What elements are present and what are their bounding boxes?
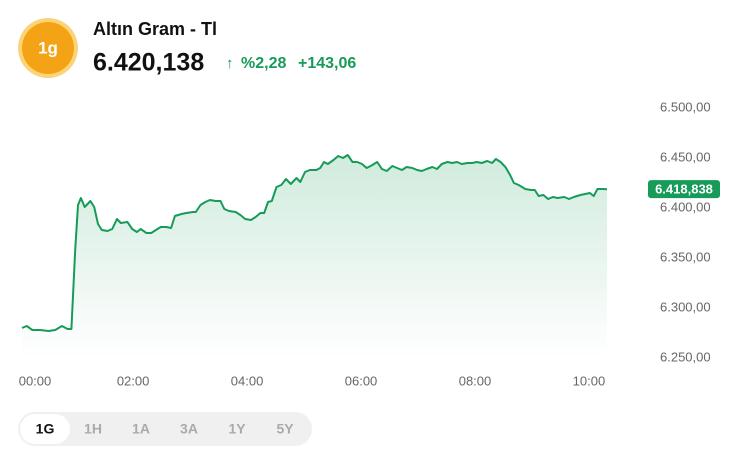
y-tick-label: 6.300,00: [660, 299, 711, 314]
price-line: [21, 154, 608, 332]
x-tick-label: 00:00: [19, 373, 52, 388]
y-tick-label: 6.250,00: [660, 349, 711, 364]
tab[interactable]: 1A: [132, 421, 150, 437]
tab-selected: [20, 414, 70, 444]
price: 6.420,138: [93, 49, 204, 77]
icon-text: 1g: [38, 38, 58, 57]
tab[interactable]: 1G: [36, 421, 55, 437]
change-amount: +143,06: [298, 55, 356, 72]
title: Altın Gram - Tl: [93, 19, 217, 39]
x-tick-label: 08:00: [459, 373, 492, 388]
x-tick-label: 04:00: [231, 373, 264, 388]
y-tick-label: 6.500,00: [660, 99, 711, 114]
x-tick-label: 02:00: [117, 373, 150, 388]
change-percent: %2,28: [241, 55, 286, 72]
y-tick-label: 6.400,00: [660, 199, 711, 214]
x-tick-label: 10:00: [573, 373, 606, 388]
tab-bar: [18, 412, 312, 446]
y-tick-label: 6.450,00: [660, 149, 711, 164]
x-tick-label: 06:00: [345, 373, 378, 388]
tab[interactable]: 1H: [84, 421, 102, 437]
tab[interactable]: 1Y: [228, 421, 246, 437]
y-tick-label: 6.350,00: [660, 249, 711, 264]
current-label: 6.418,838: [655, 182, 713, 197]
tab[interactable]: 5Y: [276, 421, 294, 437]
area: [22, 155, 607, 358]
arrow-icon: ↑: [226, 55, 234, 72]
icon: [22, 22, 74, 74]
current-badge: [648, 180, 720, 199]
tab[interactable]: 3A: [180, 421, 198, 437]
